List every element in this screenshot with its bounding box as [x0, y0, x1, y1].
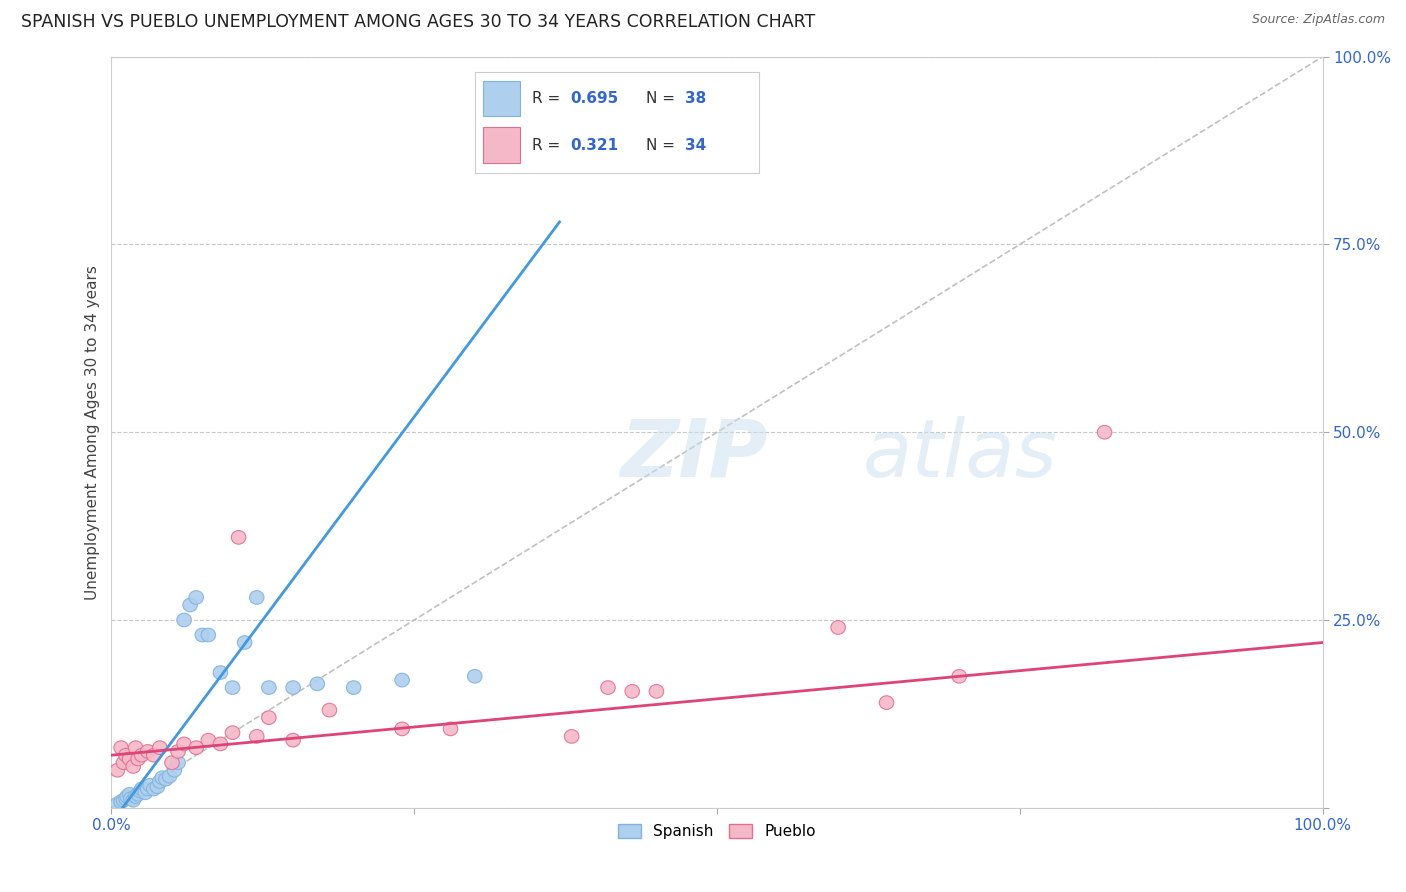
Ellipse shape — [150, 780, 165, 794]
Ellipse shape — [564, 730, 579, 743]
Ellipse shape — [177, 613, 191, 627]
Ellipse shape — [110, 797, 125, 811]
Ellipse shape — [141, 745, 155, 758]
Ellipse shape — [141, 782, 155, 796]
Ellipse shape — [249, 730, 264, 743]
Ellipse shape — [122, 752, 136, 765]
Ellipse shape — [118, 792, 134, 805]
Ellipse shape — [165, 756, 179, 770]
Ellipse shape — [170, 745, 186, 758]
Ellipse shape — [146, 748, 162, 762]
Ellipse shape — [952, 670, 966, 683]
Ellipse shape — [311, 677, 325, 690]
Ellipse shape — [195, 628, 209, 642]
Ellipse shape — [117, 793, 131, 807]
Ellipse shape — [162, 770, 177, 783]
Ellipse shape — [170, 756, 186, 770]
Ellipse shape — [468, 670, 482, 683]
Ellipse shape — [225, 681, 240, 694]
Ellipse shape — [285, 733, 301, 747]
Ellipse shape — [128, 789, 143, 804]
Ellipse shape — [135, 782, 149, 796]
Ellipse shape — [214, 665, 228, 680]
Ellipse shape — [167, 764, 181, 777]
Ellipse shape — [131, 788, 145, 801]
Ellipse shape — [443, 722, 458, 736]
Ellipse shape — [188, 741, 204, 755]
Ellipse shape — [127, 793, 141, 807]
Ellipse shape — [114, 741, 128, 755]
Ellipse shape — [153, 774, 167, 789]
Y-axis label: Unemployment Among Ages 30 to 34 years: Unemployment Among Ages 30 to 34 years — [86, 265, 100, 599]
Ellipse shape — [262, 681, 276, 694]
Ellipse shape — [214, 737, 228, 751]
Ellipse shape — [117, 756, 131, 770]
Text: Source: ZipAtlas.com: Source: ZipAtlas.com — [1251, 13, 1385, 27]
Ellipse shape — [155, 771, 170, 785]
Text: ZIP: ZIP — [620, 416, 768, 494]
Ellipse shape — [177, 737, 191, 751]
Ellipse shape — [201, 628, 215, 642]
Ellipse shape — [262, 711, 276, 724]
Ellipse shape — [831, 621, 845, 634]
Ellipse shape — [600, 681, 616, 694]
Ellipse shape — [232, 531, 246, 544]
Text: atlas: atlas — [862, 416, 1057, 494]
Ellipse shape — [225, 726, 240, 739]
Ellipse shape — [188, 591, 204, 604]
Ellipse shape — [138, 786, 153, 799]
Text: SPANISH VS PUEBLO UNEMPLOYMENT AMONG AGES 30 TO 34 YEARS CORRELATION CHART: SPANISH VS PUEBLO UNEMPLOYMENT AMONG AGE… — [21, 13, 815, 31]
Ellipse shape — [395, 673, 409, 687]
Ellipse shape — [201, 733, 215, 747]
Ellipse shape — [650, 684, 664, 698]
Ellipse shape — [124, 792, 138, 805]
Legend: Spanish, Pueblo: Spanish, Pueblo — [612, 818, 823, 846]
Ellipse shape — [127, 760, 141, 773]
Ellipse shape — [1097, 425, 1112, 439]
Ellipse shape — [879, 696, 894, 709]
Ellipse shape — [183, 599, 197, 612]
Ellipse shape — [146, 782, 162, 796]
Ellipse shape — [128, 741, 143, 755]
Ellipse shape — [346, 681, 361, 694]
Ellipse shape — [134, 784, 148, 798]
Ellipse shape — [135, 748, 149, 762]
Ellipse shape — [114, 795, 128, 808]
Ellipse shape — [153, 741, 167, 755]
Ellipse shape — [624, 684, 640, 698]
Ellipse shape — [395, 722, 409, 736]
Ellipse shape — [249, 591, 264, 604]
Ellipse shape — [159, 772, 173, 786]
Ellipse shape — [322, 703, 336, 717]
Ellipse shape — [143, 779, 157, 792]
Ellipse shape — [238, 636, 252, 649]
Ellipse shape — [285, 681, 301, 694]
Ellipse shape — [110, 764, 125, 777]
Ellipse shape — [118, 748, 134, 762]
Ellipse shape — [120, 789, 135, 804]
Ellipse shape — [131, 752, 145, 765]
Ellipse shape — [122, 788, 136, 801]
